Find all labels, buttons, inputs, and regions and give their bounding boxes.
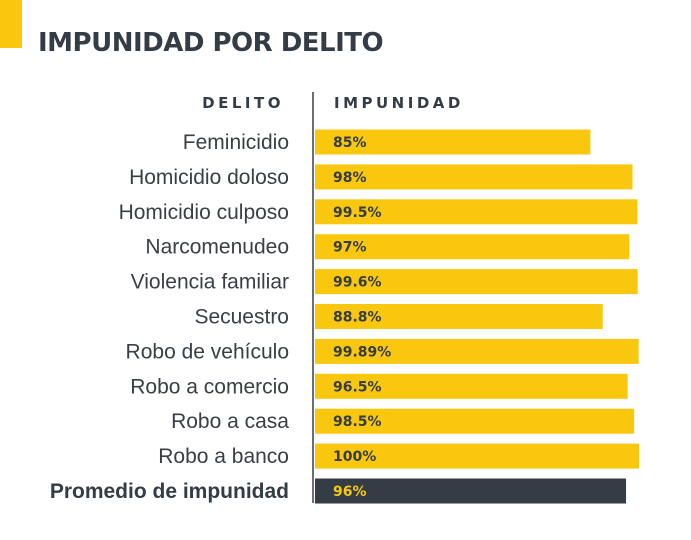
value-label: 99.89% xyxy=(333,344,391,360)
category-label: Homicidio doloso xyxy=(129,166,289,189)
category-label: Homicidio culposo xyxy=(119,201,289,224)
average-value-label: 96% xyxy=(333,484,367,500)
value-label: 98% xyxy=(333,170,367,186)
bar xyxy=(315,304,603,329)
average-label: Promedio de impunidad xyxy=(50,480,289,503)
category-label: Narcomenudeo xyxy=(145,236,289,259)
bar xyxy=(315,408,635,434)
category-label: Violencia familiar xyxy=(131,271,289,294)
value-label: 100% xyxy=(333,449,376,465)
value-label: 99.6% xyxy=(333,275,382,291)
bar xyxy=(315,269,638,295)
bar xyxy=(315,338,639,364)
value-column-header: IMPUNIDAD xyxy=(334,94,464,112)
bar xyxy=(315,373,628,399)
value-label: 97% xyxy=(333,240,367,256)
category-label: Feminicidio xyxy=(183,131,289,154)
category-label: Robo a comercio xyxy=(130,375,289,398)
bar xyxy=(315,234,630,260)
chart-title: IMPUNIDAD POR DELITO xyxy=(38,28,384,58)
category-label: Robo a banco xyxy=(158,445,289,468)
bar xyxy=(315,443,639,469)
title-accent-bar xyxy=(0,0,22,48)
category-label: Robo de vehículo xyxy=(126,340,289,363)
bar xyxy=(315,129,591,155)
value-label: 99.5% xyxy=(333,205,382,221)
category-label: Robo a casa xyxy=(171,410,289,433)
average-bar xyxy=(315,478,627,504)
bar xyxy=(315,164,633,190)
value-label: 96.5% xyxy=(333,379,382,395)
value-label: 88.8% xyxy=(333,310,382,326)
value-label: 98.5% xyxy=(333,414,382,430)
bar xyxy=(315,199,638,225)
category-column-header: DELITO xyxy=(202,94,284,112)
value-label: 85% xyxy=(333,135,367,151)
category-label: Secuestro xyxy=(194,306,289,329)
